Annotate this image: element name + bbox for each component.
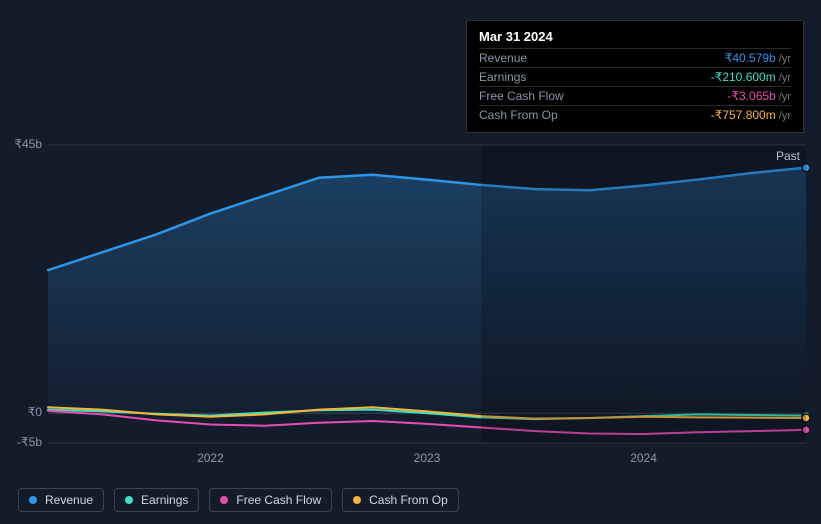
- y-tick-label: ₹45b: [0, 137, 42, 151]
- legend-dot-icon: [125, 496, 133, 504]
- legend-label: Cash From Op: [369, 493, 448, 507]
- tooltip-title: Mar 31 2024: [479, 29, 791, 44]
- legend-dot-icon: [353, 496, 361, 504]
- tooltip-row: Cash From Op -₹757.800m /yr: [479, 105, 791, 124]
- legend-item-cfo[interactable]: Cash From Op: [342, 488, 459, 512]
- legend-dot-icon: [29, 496, 37, 504]
- future-region-shade: [481, 145, 806, 443]
- chart-tooltip: Mar 31 2024 Revenue ₹40.579b /yr Earnings -…: [466, 20, 804, 133]
- x-tick-label: 2022: [197, 451, 224, 465]
- legend-label: Free Cash Flow: [236, 493, 321, 507]
- chart-legend: Revenue Earnings Free Cash Flow Cash From O…: [18, 488, 459, 512]
- x-tick-label: 2023: [414, 451, 441, 465]
- tooltip-row: Free Cash Flow -₹3.065b /yr: [479, 86, 791, 105]
- tooltip-metric-label: Free Cash Flow: [479, 89, 564, 103]
- tooltip-metric-label: Cash From Op: [479, 108, 558, 122]
- legend-dot-icon: [220, 496, 228, 504]
- y-tick-label: -₹5b: [0, 435, 42, 449]
- tooltip-metric-label: Earnings: [479, 70, 526, 84]
- legend-label: Revenue: [45, 493, 93, 507]
- x-tick-label: 2024: [630, 451, 657, 465]
- tooltip-row: Revenue ₹40.579b /yr: [479, 48, 791, 67]
- tooltip-metric-label: Revenue: [479, 51, 527, 65]
- tooltip-metric-value: -₹210.600m /yr: [711, 70, 791, 84]
- legend-item-revenue[interactable]: Revenue: [18, 488, 104, 512]
- legend-label: Earnings: [141, 493, 188, 507]
- legend-item-fcf[interactable]: Free Cash Flow: [209, 488, 332, 512]
- tooltip-metric-value: -₹757.800m /yr: [711, 108, 791, 122]
- tooltip-metric-value: -₹3.065b /yr: [727, 89, 791, 103]
- tooltip-metric-value: ₹40.579b /yr: [725, 51, 791, 65]
- past-label: Past: [776, 149, 800, 163]
- y-tick-label: ₹0: [0, 405, 42, 419]
- tooltip-row: Earnings -₹210.600m /yr: [479, 67, 791, 86]
- legend-item-earnings[interactable]: Earnings: [114, 488, 199, 512]
